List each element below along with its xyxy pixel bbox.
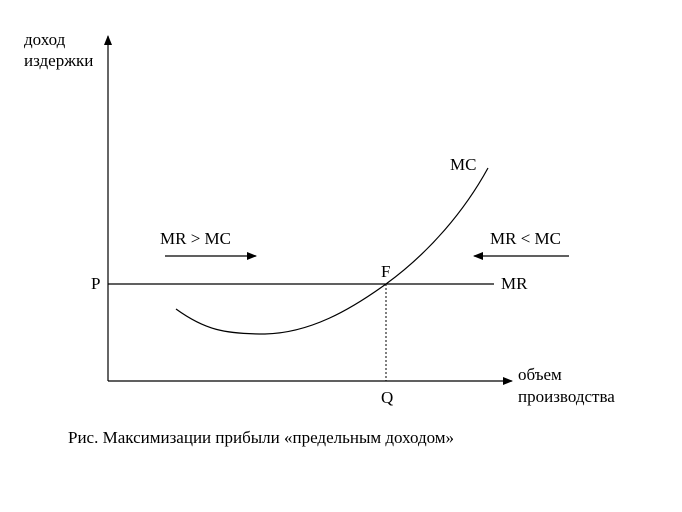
- mc-curve: [175, 167, 489, 335]
- quantity-label: Q: [381, 388, 393, 407]
- y-axis-label-line1: доход: [24, 30, 66, 49]
- x-axis-label-line2: производства: [518, 387, 615, 406]
- x-axis-label-line1: объем: [518, 365, 562, 384]
- price-label: P: [91, 274, 100, 293]
- mc-label: MC: [450, 155, 476, 174]
- left-region-label: MR > MC: [160, 229, 231, 248]
- figure-caption: Рис. Максимизации прибыли «предельным до…: [68, 428, 454, 447]
- y-axis-label-line2: издержки: [24, 51, 93, 70]
- right-region-label: MR < MC: [490, 229, 561, 248]
- point-label: F: [381, 262, 390, 281]
- mr-label: MR: [501, 274, 528, 293]
